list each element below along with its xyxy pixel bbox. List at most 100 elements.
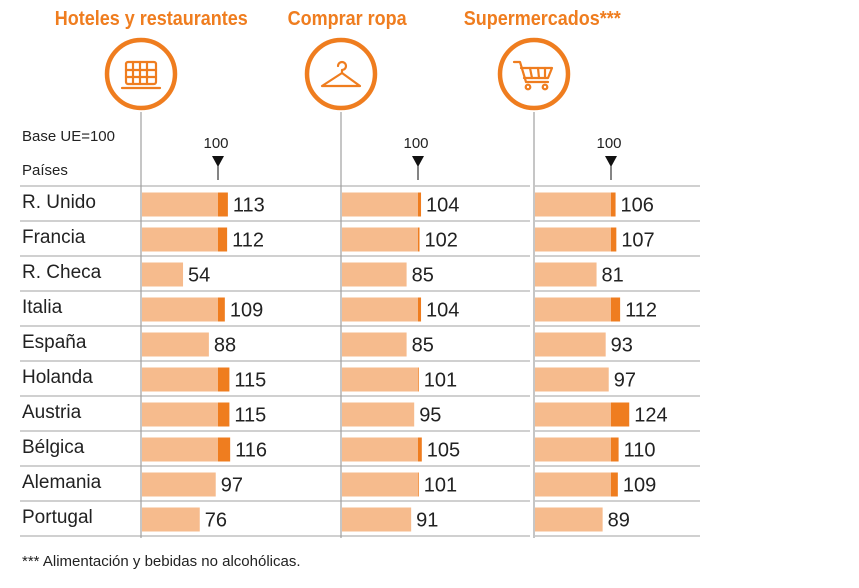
bar: [535, 507, 603, 532]
colosseum-icon: [120, 60, 162, 90]
bar: [535, 297, 611, 322]
bar-excess: [611, 297, 621, 322]
value-label: 76: [205, 510, 227, 532]
bar: [142, 437, 218, 462]
value-label: 106: [621, 195, 654, 217]
value-label: 85: [412, 335, 434, 357]
panel-title: Hoteles y restaurantes: [55, 8, 249, 30]
bar: [142, 192, 218, 217]
bar: [535, 332, 606, 357]
country-label: Alemania: [22, 472, 102, 493]
value-label: 93: [611, 335, 633, 357]
bar: [142, 367, 218, 392]
countries-header: Países: [22, 162, 68, 179]
reference-marker: [605, 156, 617, 167]
bar-excess: [218, 192, 228, 217]
value-label: 101: [424, 370, 457, 392]
bar: [342, 437, 418, 462]
value-label: 115: [234, 370, 266, 392]
bar: [342, 262, 407, 287]
bar: [535, 192, 611, 217]
value-label: 95: [419, 405, 441, 427]
country-label: Portugal: [22, 507, 93, 528]
bar: [342, 472, 418, 497]
bar-excess: [218, 437, 231, 462]
bar-excess: [611, 227, 617, 252]
bar: [142, 227, 218, 252]
country-label: Bélgica: [22, 437, 85, 458]
bar: [342, 227, 418, 252]
value-label: 115: [234, 405, 266, 427]
bar-excess: [418, 297, 422, 322]
bar-excess: [611, 437, 619, 462]
value-label: 91: [416, 510, 438, 532]
bar: [535, 367, 609, 392]
icon-ring: [497, 37, 571, 111]
bar-excess: [218, 402, 230, 427]
bar: [142, 402, 218, 427]
bar: [535, 227, 611, 252]
bar: [142, 332, 209, 357]
bar: [342, 332, 407, 357]
bar-excess: [418, 367, 419, 392]
value-label: 88: [214, 335, 236, 357]
bar: [535, 437, 611, 462]
value-label: 97: [221, 475, 243, 497]
value-label: 85: [412, 265, 434, 287]
footnote: *** Alimentación y bebidas no alcohólica…: [22, 553, 301, 570]
bar: [142, 297, 218, 322]
country-label: Italia: [22, 297, 63, 318]
country-label: R. Checa: [22, 262, 102, 283]
value-label: 102: [425, 230, 458, 252]
bar: [342, 192, 418, 217]
bar: [535, 402, 611, 427]
reference-marker: [212, 156, 224, 167]
bar: [142, 262, 184, 287]
value-label: 101: [424, 475, 457, 497]
value-label: 112: [625, 300, 657, 322]
value-label: 110: [624, 440, 656, 462]
value-label: 112: [232, 230, 264, 252]
panel-title: Supermercados***: [464, 8, 622, 30]
country-label: R. Unido: [22, 192, 96, 213]
country-label: Austria: [22, 402, 82, 423]
bar: [535, 262, 597, 287]
bar: [342, 297, 418, 322]
hanger-icon: [320, 60, 362, 88]
value-label: 109: [623, 475, 656, 497]
bar: [535, 472, 611, 497]
value-label: 104: [426, 300, 459, 322]
reference-label: 100: [203, 135, 228, 152]
value-label: 116: [235, 440, 267, 462]
bar-excess: [218, 367, 230, 392]
panel-title: Comprar ropa: [288, 8, 408, 30]
bar-excess: [418, 227, 420, 252]
value-label: 105: [427, 440, 460, 462]
value-label: 81: [602, 265, 624, 287]
bar-excess: [218, 227, 228, 252]
bar: [342, 402, 415, 427]
value-label: 89: [608, 510, 630, 532]
reference-label: 100: [403, 135, 428, 152]
value-label: 104: [426, 195, 459, 217]
bar-excess: [418, 437, 422, 462]
shopping-cart-icon: [512, 60, 554, 91]
country-label: Holanda: [22, 367, 93, 388]
bar: [342, 367, 418, 392]
value-label: 113: [233, 195, 265, 217]
reference-label: 100: [596, 135, 621, 152]
value-label: 97: [614, 370, 636, 392]
bar-excess: [611, 472, 618, 497]
bar-excess: [418, 192, 422, 217]
country-label: España: [22, 332, 87, 353]
base-label: Base UE=100: [22, 128, 115, 145]
reference-marker: [412, 156, 424, 167]
value-label: 124: [634, 405, 667, 427]
value-label: 54: [188, 265, 210, 287]
country-label: Francia: [22, 227, 86, 248]
bar: [142, 507, 200, 532]
bar: [142, 472, 216, 497]
bar-excess: [218, 297, 225, 322]
